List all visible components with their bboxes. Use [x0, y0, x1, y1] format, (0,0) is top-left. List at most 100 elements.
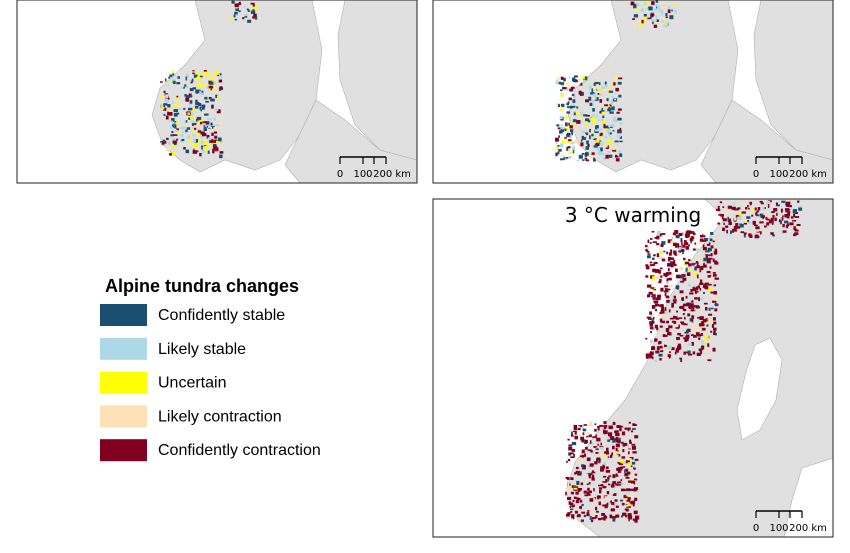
tundra-patch — [577, 473, 582, 476]
tundra-patch — [212, 151, 215, 154]
tundra-patch — [682, 312, 685, 316]
tundra-patch — [191, 122, 195, 126]
tundra-patch — [699, 335, 703, 339]
tundra-patch — [671, 320, 675, 323]
tundra-patch — [798, 207, 803, 211]
tundra-patch — [203, 83, 208, 86]
tundra-patch — [568, 136, 572, 139]
tundra-patch — [652, 315, 654, 318]
tundra-patch — [617, 447, 622, 451]
tundra-patch — [216, 90, 221, 95]
tundra-patch — [586, 432, 590, 435]
tundra-patch — [599, 133, 602, 137]
tundra-patch — [611, 84, 614, 88]
tundra-patch — [171, 118, 175, 122]
tundra-patch — [206, 85, 211, 89]
tundra-patch — [705, 286, 709, 290]
tundra-patch — [656, 297, 659, 301]
tundra-patch — [558, 130, 563, 134]
map-frame — [16, 0, 418, 184]
tundra-patch — [687, 343, 692, 346]
tundra-patch — [694, 266, 697, 269]
tundra-patch — [561, 103, 565, 107]
tundra-patch — [678, 232, 683, 237]
tundra-patch — [580, 92, 583, 94]
tundra-patch — [683, 257, 686, 261]
tundra-patch — [623, 437, 626, 442]
tundra-patch — [576, 497, 579, 502]
tundra-patch — [682, 244, 686, 248]
tundra-patch — [600, 152, 605, 156]
tundra-patch — [696, 352, 701, 356]
tundra-patch — [632, 18, 636, 20]
tundra-patch — [615, 514, 620, 518]
tundra-patch — [774, 217, 777, 222]
tundra-patch — [663, 359, 666, 361]
tundra-patch — [617, 130, 621, 133]
tundra-patch — [172, 72, 175, 76]
tundra-patch — [685, 245, 689, 250]
tundra-patch — [601, 107, 604, 112]
tundra-patch — [701, 327, 703, 332]
tundra-patch — [773, 208, 778, 212]
tundra-patch — [213, 80, 216, 85]
tundra-patch — [703, 335, 706, 339]
tundra-patch — [613, 422, 616, 425]
tundra-patch — [678, 246, 682, 251]
tundra-patch — [615, 432, 620, 437]
tundra-patch — [700, 297, 704, 301]
tundra-patch — [569, 105, 573, 109]
tundra-patch — [611, 106, 615, 111]
tundra-patch — [170, 79, 174, 82]
tundra-patch — [696, 333, 702, 337]
tundra-patch — [702, 244, 705, 248]
tundra-patch — [606, 491, 610, 495]
tundra-patch — [596, 136, 599, 140]
tundra-patch — [619, 90, 623, 94]
tundra-patch — [575, 470, 581, 475]
tundra-patch — [566, 457, 569, 460]
tundra-patch — [668, 309, 671, 313]
tundra-patch — [567, 512, 571, 516]
tundra-patch — [186, 135, 191, 139]
tundra-patch — [204, 140, 207, 145]
map-panel — [17, 0, 417, 183]
tundra-patch — [572, 150, 575, 154]
tundra-patch — [216, 109, 221, 114]
tundra-patch — [589, 498, 594, 502]
tundra-patch — [566, 513, 570, 517]
tundra-patch — [567, 477, 570, 480]
tundra-patch — [160, 95, 165, 99]
tundra-patch — [626, 499, 631, 502]
tundra-patch — [566, 147, 570, 151]
tundra-patch — [708, 254, 711, 257]
tundra-patch — [604, 135, 608, 139]
tundra-patch — [794, 216, 800, 218]
tundra-patch — [662, 5, 667, 10]
tundra-patch — [577, 488, 581, 492]
tundra-patch — [573, 496, 577, 500]
tundra-patch — [212, 143, 217, 147]
tundra-patch — [168, 108, 172, 111]
tundra-patch — [199, 150, 202, 153]
tundra-patch — [566, 82, 570, 85]
tundra-patch — [600, 484, 604, 487]
tundra-patch — [581, 511, 585, 514]
tundra-patch — [561, 140, 565, 144]
tundra-patch — [572, 105, 576, 109]
tundra-patch — [632, 504, 635, 507]
map-panel — [433, 199, 833, 537]
tundra-patch — [581, 92, 584, 96]
tundra-patch — [656, 243, 660, 246]
tundra-patch — [735, 215, 740, 218]
tundra-patch — [586, 513, 590, 517]
tundra-patch — [608, 475, 612, 477]
tundra-patch — [184, 84, 187, 87]
tundra-patch — [633, 481, 636, 485]
tundra-patch — [598, 461, 601, 464]
tundra-patch — [608, 106, 613, 109]
tundra-patch — [786, 201, 791, 205]
tundra-patch — [189, 80, 192, 83]
tundra-patch — [647, 253, 651, 256]
tundra-patch — [567, 438, 570, 441]
